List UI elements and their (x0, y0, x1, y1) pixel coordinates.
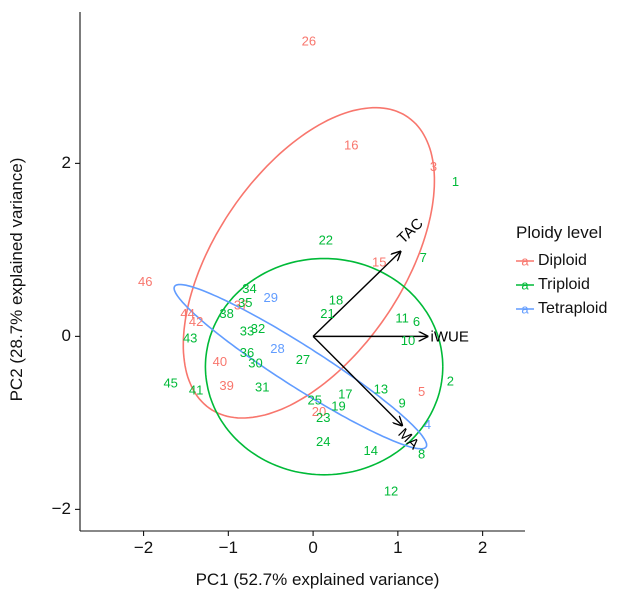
legend-key-tetraploid: a (516, 301, 534, 316)
sample-label-19: 19 (331, 399, 345, 414)
sample-label-8: 8 (418, 446, 425, 461)
sample-label-33: 33 (240, 323, 254, 338)
sample-label-28: 28 (270, 341, 284, 356)
sample-label-14: 14 (363, 443, 377, 458)
sample-label-27: 27 (296, 352, 310, 367)
x-tick-label: 0 (308, 538, 317, 557)
sample-label-34: 34 (242, 281, 256, 296)
sample-label-9: 9 (398, 395, 405, 410)
sample-label-46: 46 (138, 274, 152, 289)
sample-label-21: 21 (320, 306, 334, 321)
sample-label-3: 3 (430, 159, 437, 174)
legend-label-tetraploid: Tetraploid (538, 300, 607, 317)
loading-label-iwue: iWUE (431, 328, 469, 345)
sample-label-20: 20 (312, 404, 326, 419)
legend-key-triploid: a (516, 277, 534, 292)
sample-label-37: 37 (234, 298, 248, 313)
loading-arrow-ma (312, 335, 402, 425)
sample-label-30: 30 (248, 355, 262, 370)
sample-label-25: 25 (308, 393, 322, 408)
svg-text:a: a (521, 253, 529, 268)
sample-label-43: 43 (183, 330, 197, 345)
sample-label-35: 35 (238, 295, 252, 310)
loading-arrow-tac (312, 252, 400, 337)
sample-label-41: 41 (189, 382, 203, 397)
sample-label-11: 11 (395, 311, 409, 326)
ellipse-diploid (182, 106, 436, 419)
x-tick-label: −1 (219, 538, 238, 557)
y-tick-label: 0 (62, 326, 71, 345)
legend: Ploidy level a Diploid a Triploid a Tetraploid (516, 223, 607, 317)
legend-title: Ploidy level (516, 223, 602, 242)
sample-label-22: 22 (319, 233, 333, 248)
sample-label-17: 17 (338, 387, 352, 402)
confidence-ellipses (173, 106, 444, 476)
x-tick-label: 1 (393, 538, 402, 557)
ellipse-triploid (204, 257, 444, 476)
sample-label-38: 38 (219, 306, 233, 321)
sample-label-42: 42 (189, 314, 203, 329)
sample-label-26: 26 (302, 34, 316, 49)
sample-label-40: 40 (213, 354, 227, 369)
svg-text:a: a (521, 301, 529, 316)
sample-label-31: 31 (255, 380, 269, 395)
sample-label-5: 5 (418, 384, 425, 399)
y-tick-label: −2 (52, 499, 71, 518)
sample-label-36: 36 (240, 345, 254, 360)
sample-label-45: 45 (163, 375, 177, 390)
sample-label-29: 29 (263, 290, 277, 305)
x-axis-title: PC1 (52.7% explained variance) (196, 570, 440, 589)
sample-label-7: 7 (420, 250, 427, 265)
sample-label-23: 23 (316, 410, 330, 425)
loading-label-tac: TAC (394, 215, 427, 247)
svg-text:a: a (521, 277, 529, 292)
sample-label-10: 10 (401, 333, 415, 348)
legend-label-diploid: Diploid (538, 252, 587, 269)
sample-label-44: 44 (180, 306, 194, 321)
sample-label-39: 39 (219, 378, 233, 393)
sample-label-4: 4 (424, 417, 431, 432)
y-tick-label: 2 (62, 153, 71, 172)
sample-label-32: 32 (251, 321, 265, 336)
sample-label-16: 16 (344, 138, 358, 153)
sample-label-15: 15 (372, 254, 386, 269)
ellipse-tetraploid (173, 283, 428, 450)
x-tick-label: 2 (478, 538, 487, 557)
legend-key-diploid: a (516, 253, 534, 268)
sample-label-2: 2 (447, 374, 454, 389)
x-tick-label: −2 (134, 538, 153, 557)
sample-label-13: 13 (374, 381, 388, 396)
legend-label-triploid: Triploid (538, 276, 590, 293)
sample-label-24: 24 (316, 434, 330, 449)
y-axis-title: PC2 (28.7% explained variance) (7, 158, 26, 402)
sample-label-1: 1 (452, 174, 459, 189)
sample-label-12: 12 (384, 484, 398, 499)
sample-label-18: 18 (329, 292, 343, 307)
sample-label-6: 6 (413, 314, 420, 329)
